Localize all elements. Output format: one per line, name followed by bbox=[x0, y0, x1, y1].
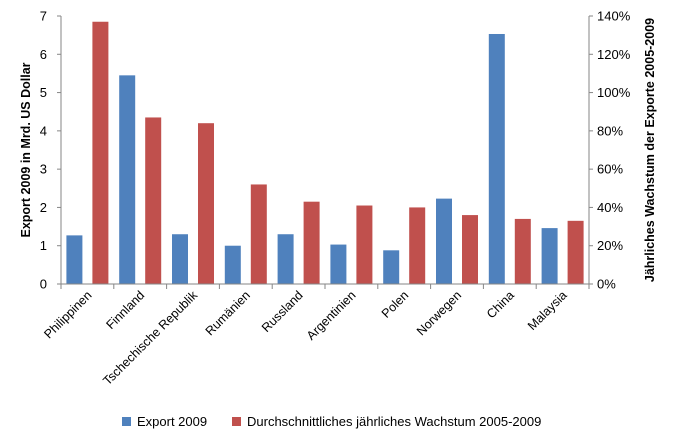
bar-export-2009 bbox=[172, 234, 188, 284]
left-tick-label: 7 bbox=[40, 9, 47, 24]
category-label: Malaysia bbox=[525, 288, 570, 333]
legend-label-growth: Durchschnittliches jährliches Wachstum 2… bbox=[247, 414, 541, 429]
left-tick-label: 5 bbox=[40, 85, 47, 100]
right-tick-label: 0% bbox=[597, 277, 616, 292]
category-label: Norwegen bbox=[414, 288, 464, 338]
category-label: China bbox=[484, 288, 517, 321]
left-tick-label: 3 bbox=[40, 162, 47, 177]
bar-growth-rate bbox=[145, 117, 162, 284]
bar-export-2009 bbox=[488, 33, 505, 284]
plot-area bbox=[66, 21, 584, 284]
category-label: Polen bbox=[379, 288, 412, 321]
right-tick-label: 40% bbox=[597, 200, 623, 215]
left-tick-label: 6 bbox=[40, 47, 47, 62]
right-tick-label: 60% bbox=[597, 162, 623, 177]
bar-growth-rate bbox=[92, 21, 109, 284]
legend: Export 2009 Durchschnittliches jährliche… bbox=[122, 414, 541, 429]
right-y-axis: 0% 20% 40% 60% 80% 100% 120% 140% bbox=[588, 9, 631, 292]
legend-swatch-export bbox=[122, 417, 131, 426]
legend-label-export: Export 2009 bbox=[137, 414, 207, 429]
bar-growth-rate bbox=[356, 205, 373, 284]
left-tick-label: 4 bbox=[40, 123, 47, 138]
bar-growth-rate bbox=[303, 201, 320, 284]
bar-export-2009 bbox=[224, 245, 241, 284]
right-tick-label: 20% bbox=[597, 238, 623, 253]
bar-export-2009 bbox=[330, 244, 347, 284]
category-label: Rumänien bbox=[203, 288, 253, 338]
bar-growth-rate bbox=[198, 123, 214, 284]
bar-export-2009 bbox=[436, 198, 452, 284]
right-tick-label: 80% bbox=[597, 123, 623, 138]
bar-growth-rate bbox=[567, 220, 584, 284]
bar-export-2009 bbox=[119, 75, 136, 284]
bar-growth-rate bbox=[514, 218, 531, 284]
right-tick-label: 120% bbox=[597, 47, 631, 62]
bar-export-2009 bbox=[277, 234, 294, 284]
left-tick-label: 2 bbox=[40, 200, 47, 215]
right-axis-title: Jährliches Wachstum der Exporte 2005-200… bbox=[643, 18, 657, 282]
left-tick-label: 0 bbox=[40, 277, 47, 292]
left-axis-title: Export 2009 in Mrd. US Dollar bbox=[19, 62, 33, 237]
category-label: Argentinien bbox=[304, 288, 359, 343]
right-tick-label: 140% bbox=[597, 9, 631, 24]
bar-growth-rate bbox=[250, 184, 267, 284]
legend-swatch-growth bbox=[232, 417, 241, 426]
right-tick-label: 100% bbox=[597, 85, 631, 100]
category-label: Philippinen bbox=[41, 288, 94, 341]
left-tick-label: 1 bbox=[40, 238, 47, 253]
category-label: Russland bbox=[259, 288, 306, 335]
left-y-axis: 0 1 2 3 4 5 6 7 bbox=[40, 9, 62, 292]
bar-export-2009 bbox=[383, 250, 400, 284]
bar-export-2009 bbox=[541, 228, 558, 284]
bar-growth-rate bbox=[409, 207, 426, 284]
category-label: Tschechische Republik bbox=[100, 288, 200, 388]
category-label: Finnland bbox=[104, 288, 148, 332]
bar-export-2009 bbox=[66, 235, 83, 284]
bar-growth-rate bbox=[462, 215, 478, 284]
